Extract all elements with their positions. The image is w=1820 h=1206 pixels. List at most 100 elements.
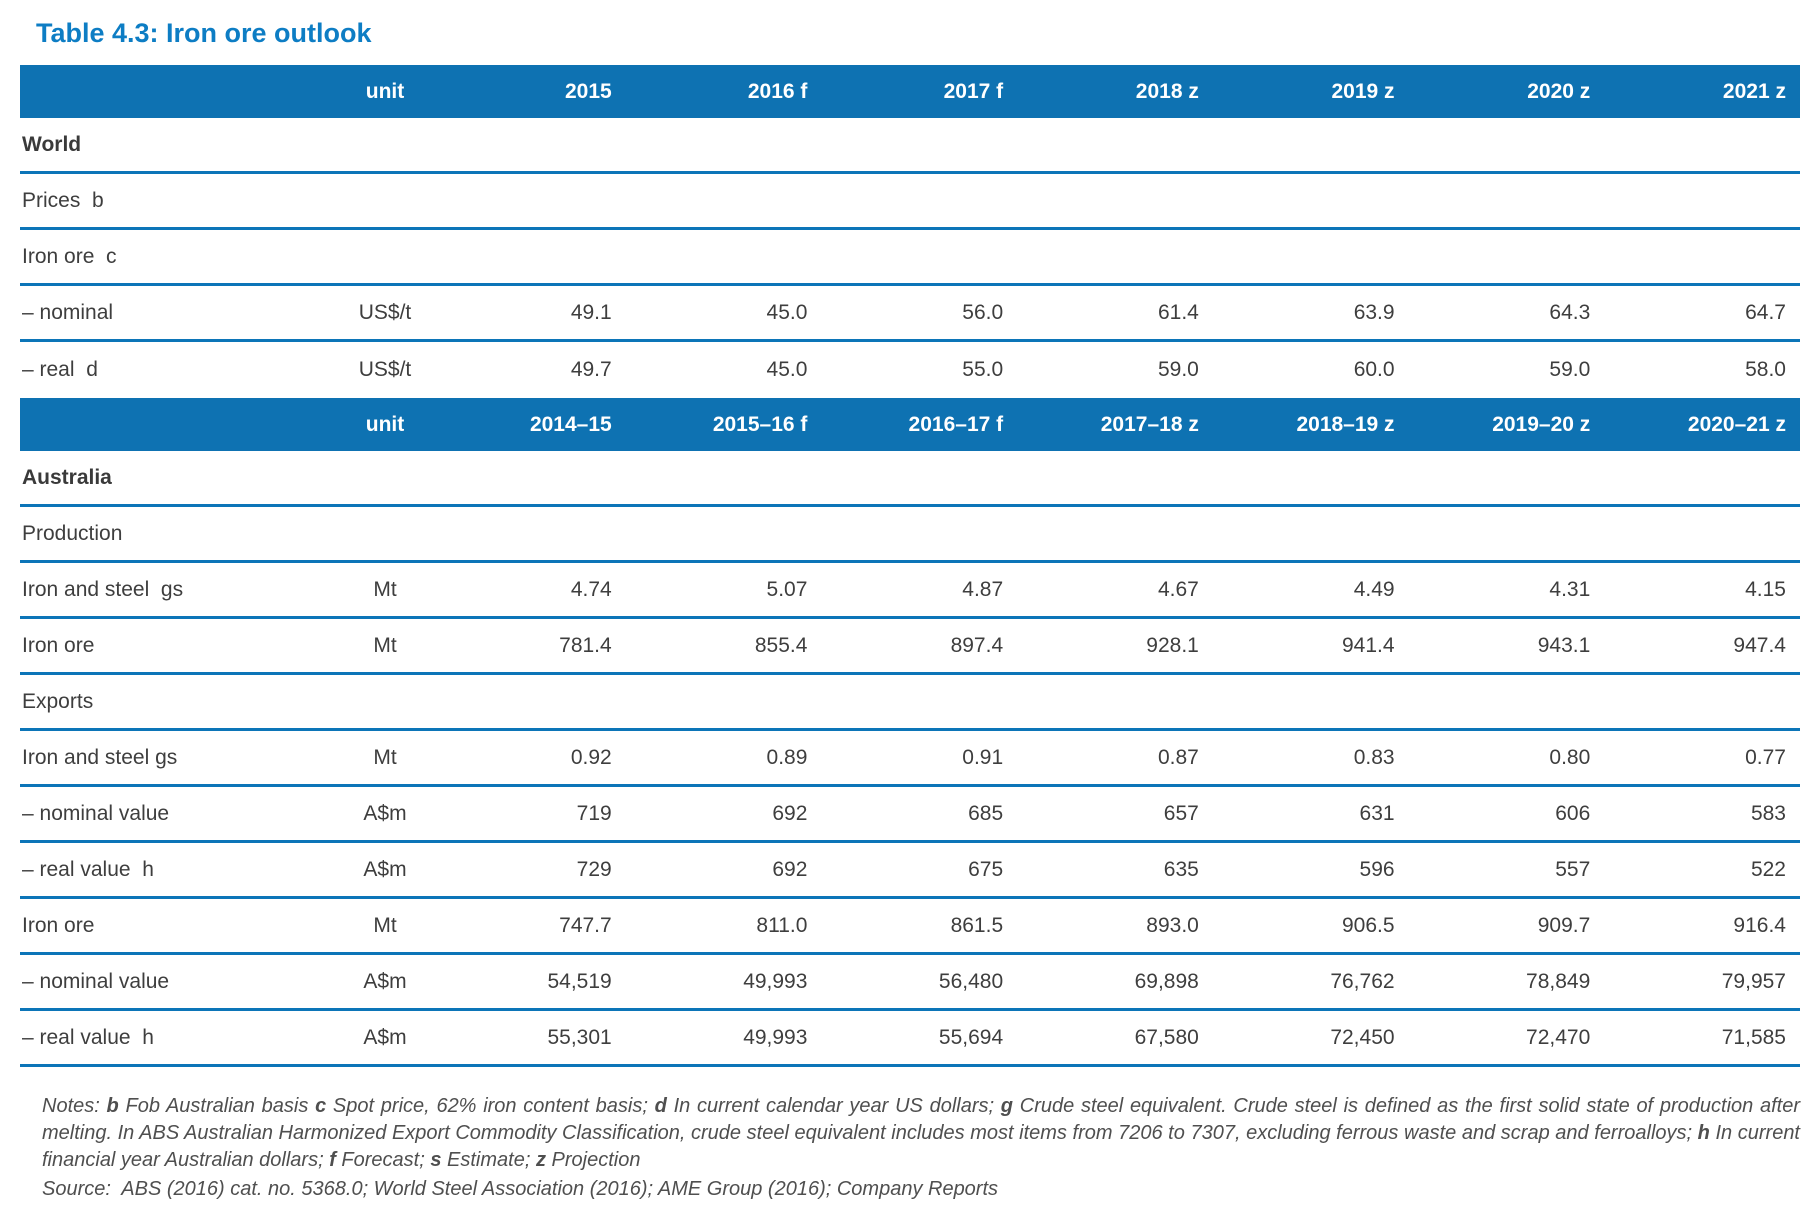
row-unit: A$m [363,1025,407,1049]
note-text: Projection [545,1149,641,1171]
col-header-year: 2015 [564,79,612,103]
row-value: 0.92 [570,745,612,769]
row-value: 596 [1359,857,1395,881]
note-key-letter: z [535,1149,546,1171]
row-unit: Mt [373,633,397,657]
row-value: 67,580 [1134,1025,1199,1049]
row-value: 4.15 [1745,577,1786,601]
world-outlook-table: unit 2015 2016 f 2017 f 2018 z 2019 z 2020 z 20… [20,65,1800,398]
table-row: – real value h A$m 55,301 49,993 55,694 67,58… [20,1011,1800,1067]
table-header-row: unit 2014–15 2015–16 f 2016–17 f 2017–18 z 20… [20,398,1800,451]
col-header-year: 2020–21 z [1687,412,1786,436]
table-row: – real d US$/t 49.7 45.0 55.0 59.0 60.0 59.0 58.… [20,342,1800,398]
row-unit: A$m [363,857,407,881]
row-value: 941.4 [1342,633,1395,657]
row-label: World [22,132,82,156]
row-unit: Mt [373,913,397,937]
row-value: 4.87 [962,577,1004,601]
table-row: Prices b [20,174,1800,230]
table-row: Production [20,507,1800,563]
row-value: 55,301 [547,1025,612,1049]
row-value: 60.0 [1353,358,1395,381]
row-label: Iron ore c [22,244,117,268]
row-value: 0.83 [1353,745,1395,769]
row-value: 78,849 [1526,969,1591,993]
row-value: 49.7 [570,358,612,381]
row-unit: Mt [373,745,397,769]
row-value: 675 [968,857,1004,881]
col-header-year: 2019–20 z [1492,412,1591,436]
note-text: Spot price, 62% iron content basis; [326,1095,655,1117]
row-value: 0.91 [962,745,1004,769]
row-label: – nominal value [22,801,170,825]
row-value: 61.4 [1157,300,1199,324]
row-value: 56,480 [938,969,1004,993]
row-value: 4.67 [1157,577,1199,601]
row-value: 928.1 [1146,633,1199,657]
row-value: 69,898 [1134,969,1199,993]
row-unit: A$m [363,969,407,993]
note-text: Estimate; [441,1149,536,1171]
row-value: 45.0 [766,358,808,381]
table-header-row: unit 2015 2016 f 2017 f 2018 z 2019 z 2020 z 20… [20,65,1800,118]
row-value: 4.31 [1549,577,1591,601]
table-row: Iron and steel gs Mt 4.74 5.07 4.87 4.67 4.49 4… [20,563,1800,619]
row-value: 58.0 [1745,358,1786,381]
row-value: 4.49 [1353,577,1395,601]
row-value: 635 [1163,857,1199,881]
row-value: 811.0 [756,913,808,937]
row-value: 0.77 [1745,745,1786,769]
australia-outlook-table: unit 2014–15 2015–16 f 2016–17 f 2017–18 z 20… [20,398,1800,1067]
row-value: 49,993 [743,969,808,993]
table-source: Source: ABS (2016) cat. no. 5368.0; Worl… [42,1178,999,1200]
row-unit: US$/t [358,358,412,381]
table-row: Iron and steel gs Mt 0.92 0.89 0.91 0.87 0.83 0… [20,731,1800,787]
row-value: 781.4 [559,633,612,657]
row-label: – real value h [22,857,154,881]
note-key-letter: f [329,1149,336,1171]
col-header-year: 2017 f [943,79,1004,103]
row-value: 4.74 [570,577,612,601]
row-label: Iron ore [22,633,95,657]
table-row: Iron ore c [20,230,1800,286]
row-value: 657 [1163,801,1199,825]
row-value: 692 [772,857,808,881]
note-text: In current financial year Australian dol… [42,1122,1800,1171]
row-unit: A$m [363,801,407,825]
row-value: 685 [968,801,1004,825]
row-label: – real value h [22,1025,154,1049]
row-value: 72,450 [1330,1025,1395,1049]
row-value: 861.5 [950,913,1004,937]
row-value: 49.1 [570,300,612,324]
row-value: 947.4 [1733,633,1786,657]
row-value: 64.7 [1745,300,1786,324]
row-label: Production [22,521,123,545]
note-key-letter: d [654,1095,667,1117]
row-value: 63.9 [1353,300,1395,324]
col-header-year: 2015–16 f [712,412,808,436]
row-unit: Mt [373,577,397,601]
row-label: Prices b [22,188,104,212]
row-label: Iron and steel gs [22,745,178,769]
row-value: 64.3 [1549,300,1591,324]
row-value: 5.07 [766,577,808,601]
row-value: 0.80 [1549,745,1591,769]
row-value: 897.4 [950,633,1004,657]
row-value: 56.0 [962,300,1004,324]
row-value: 522 [1750,857,1786,881]
row-label: Iron and steel gs [22,577,184,601]
row-value: 49,993 [743,1025,808,1049]
row-value: 0.87 [1157,745,1199,769]
note-key-letter: c [315,1095,327,1117]
table-row: Australia [20,451,1800,507]
row-value: 606 [1555,801,1591,825]
table-row: Exports [20,675,1800,731]
row-value: 909.7 [1537,913,1591,937]
table-row: Iron ore Mt 747.7 811.0 861.5 893.0 906.5 909.7… [20,899,1800,955]
table-notes: Notes: b Fob Australian basis c Spot pri… [42,1093,1800,1174]
row-value: 557 [1555,857,1591,881]
note-key-letter: b [106,1095,119,1117]
note-key-letter: h [1697,1122,1710,1144]
note-text: Fob Australian basis [118,1095,316,1117]
row-value: 54,519 [547,969,612,993]
